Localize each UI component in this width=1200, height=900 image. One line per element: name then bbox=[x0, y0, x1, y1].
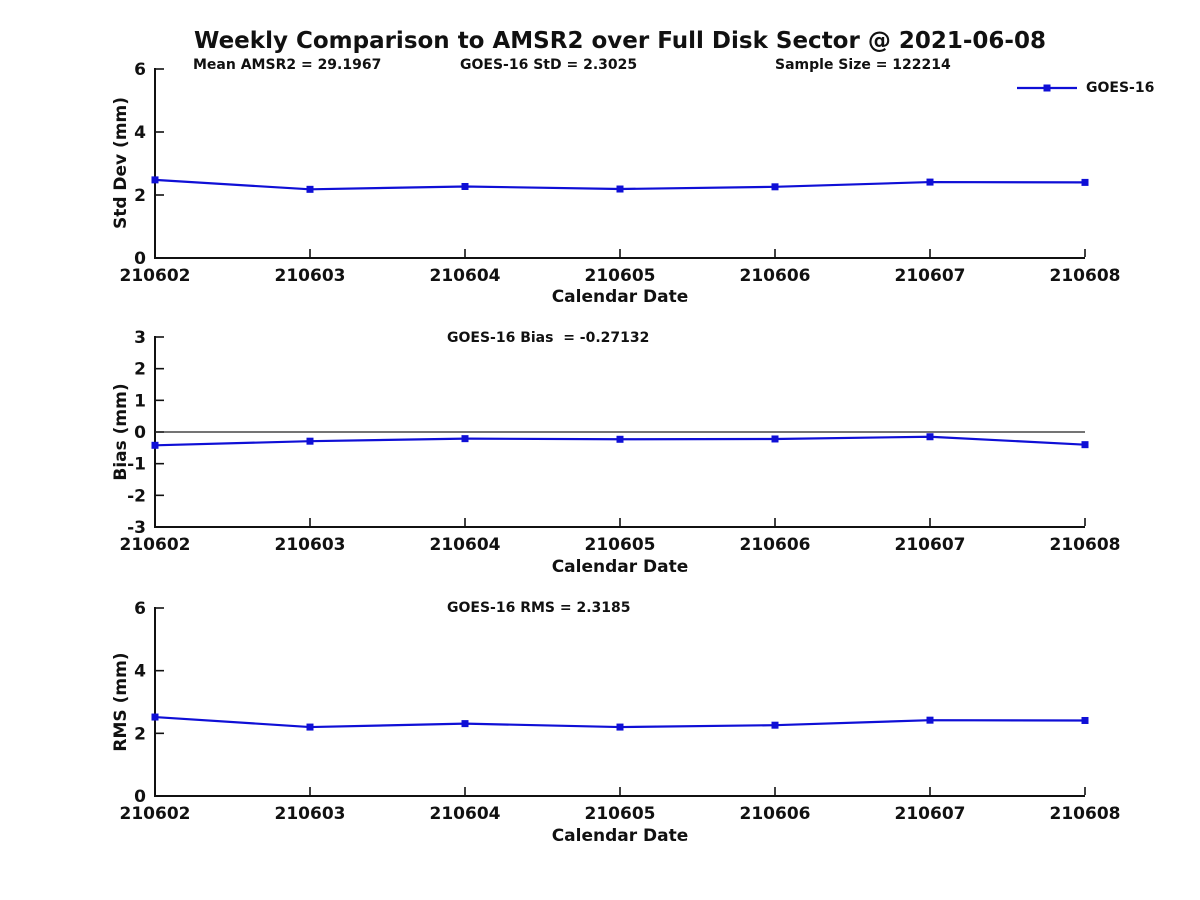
data-point bbox=[616, 723, 624, 731]
data-point bbox=[306, 185, 314, 193]
data-point bbox=[771, 183, 779, 191]
y-tick-label: 2 bbox=[134, 360, 146, 380]
annotation-goes16-std: GOES-16 StD = 2.3025 bbox=[460, 57, 638, 73]
data-point bbox=[1081, 178, 1089, 186]
x-tick-label: 210608 bbox=[1050, 535, 1121, 555]
data-point bbox=[461, 720, 469, 728]
x-tick-label: 210602 bbox=[120, 804, 191, 824]
data-point bbox=[151, 176, 159, 184]
x-tick-label: 210605 bbox=[585, 266, 656, 286]
y-tick-label: 6 bbox=[134, 60, 146, 80]
y-tick-label: 2 bbox=[134, 724, 146, 744]
data-point bbox=[461, 182, 469, 190]
x-tick-label: 210602 bbox=[120, 535, 191, 555]
x-tick-label: 210604 bbox=[430, 266, 501, 286]
x-tick-label: 210608 bbox=[1050, 804, 1121, 824]
x-tick-label: 210605 bbox=[585, 804, 656, 824]
y-tick-label: 0 bbox=[134, 249, 146, 269]
y-tick-label: 2 bbox=[134, 186, 146, 206]
x-tick-label: 210603 bbox=[275, 266, 346, 286]
legend: GOES-16 bbox=[1016, 79, 1154, 97]
y-tick-label: 4 bbox=[134, 662, 146, 682]
annotation-sample-size: Sample Size = 122214 bbox=[775, 57, 951, 73]
x-tick-label: 210606 bbox=[740, 535, 811, 555]
y-tick-label: -2 bbox=[127, 486, 146, 506]
y-tick-label: 3 bbox=[134, 328, 146, 348]
annotation-mean-amsr2: Mean AMSR2 = 29.1967 bbox=[193, 57, 382, 73]
data-point bbox=[771, 435, 779, 443]
x-tick-label: 210604 bbox=[430, 535, 501, 555]
data-point bbox=[926, 178, 934, 186]
x-tick-label: 210607 bbox=[895, 266, 966, 286]
xlabel-calendar-date-middle: Calendar Date bbox=[551, 557, 689, 577]
annotation-goes16-bias: GOES-16 Bias = -0.27132 bbox=[447, 330, 650, 346]
y-tick-label: 0 bbox=[134, 423, 146, 443]
x-tick-label: 210602 bbox=[120, 266, 191, 286]
figure-title: Weekly Comparison to AMSR2 over Full Dis… bbox=[194, 28, 1046, 54]
data-point bbox=[616, 435, 624, 443]
legend-line-icon bbox=[1017, 84, 1077, 92]
annotation-goes16-rms: GOES-16 RMS = 2.3185 bbox=[447, 600, 631, 616]
x-tick-label: 210607 bbox=[895, 535, 966, 555]
y-tick-label: 1 bbox=[134, 391, 146, 411]
y-tick-label: -3 bbox=[127, 518, 146, 538]
data-point bbox=[616, 185, 624, 193]
x-tick-label: 210606 bbox=[740, 804, 811, 824]
x-tick-label: 210606 bbox=[740, 266, 811, 286]
x-tick-label: 210607 bbox=[895, 804, 966, 824]
y-tick-label: -1 bbox=[127, 455, 146, 475]
data-point bbox=[151, 441, 159, 449]
x-tick-label: 210605 bbox=[585, 535, 656, 555]
xlabel-calendar-date-top: Calendar Date bbox=[551, 287, 689, 307]
x-tick-label: 210604 bbox=[430, 804, 501, 824]
y-tick-label: 6 bbox=[134, 599, 146, 619]
data-point bbox=[926, 716, 934, 724]
x-tick-label: 210603 bbox=[275, 535, 346, 555]
x-tick-label: 210603 bbox=[275, 804, 346, 824]
legend-label: GOES-16 bbox=[1086, 80, 1155, 96]
data-point bbox=[151, 713, 159, 721]
data-point bbox=[306, 437, 314, 445]
data-point bbox=[306, 723, 314, 731]
data-point bbox=[771, 721, 779, 729]
data-point bbox=[926, 433, 934, 441]
xlabel-calendar-date-bottom: Calendar Date bbox=[551, 826, 689, 846]
data-point bbox=[461, 435, 469, 443]
x-tick-label: 210608 bbox=[1050, 266, 1121, 286]
data-point bbox=[1081, 441, 1089, 449]
data-point bbox=[1081, 716, 1089, 724]
y-tick-label: 0 bbox=[134, 787, 146, 807]
y-tick-label: 4 bbox=[134, 123, 146, 143]
